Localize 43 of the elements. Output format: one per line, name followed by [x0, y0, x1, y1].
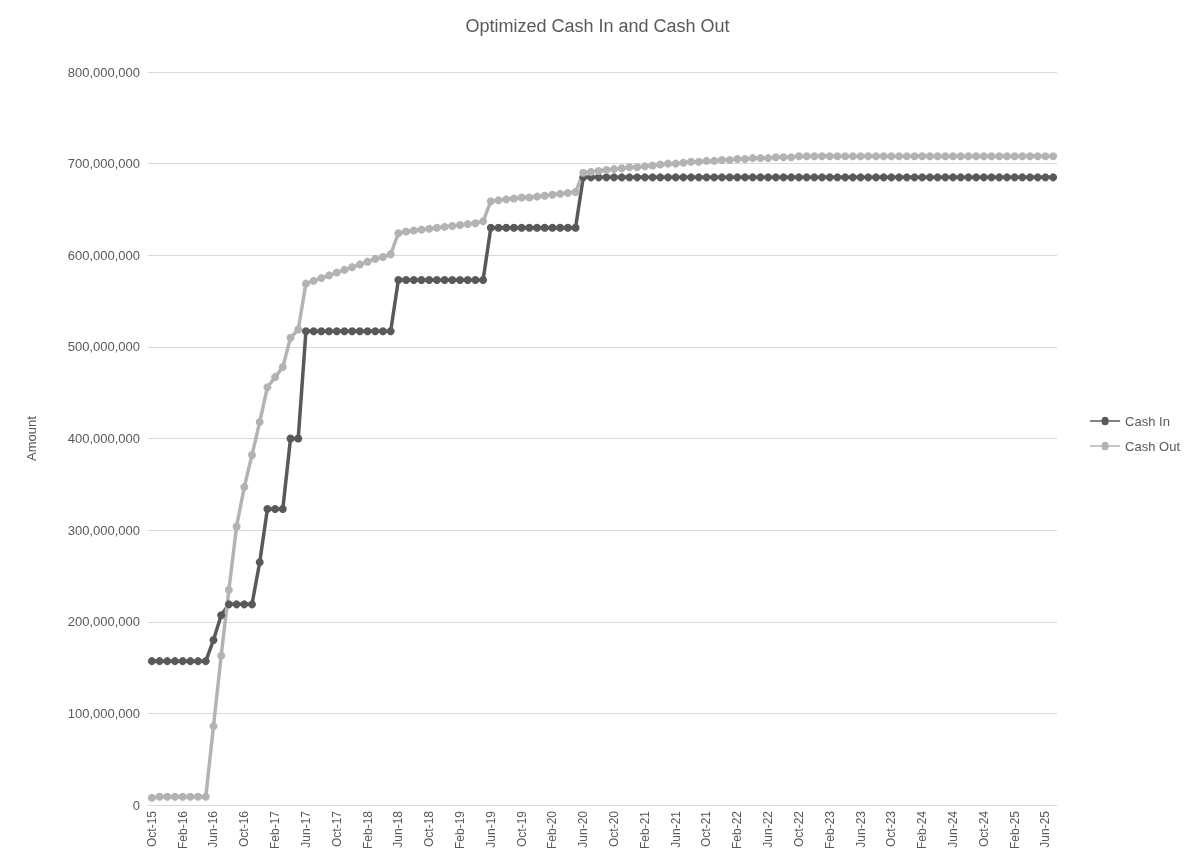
- x-tick-label: Jun-21: [668, 810, 683, 848]
- x-tick-label: Oct-15: [144, 810, 159, 848]
- y-tick-label: 300,000,000: [67, 522, 140, 538]
- y-tick-label: 700,000,000: [67, 156, 140, 172]
- y-axis-title: Amount: [24, 415, 39, 461]
- x-tick-label: Oct-22: [791, 810, 806, 848]
- x-tick-label: Feb-23: [822, 810, 837, 850]
- x-tick-label: Feb-21: [637, 810, 652, 850]
- x-tick-label: Oct-24: [976, 810, 991, 848]
- x-tick-label: Oct-20: [607, 810, 622, 848]
- legend-label: Cash Out: [1125, 438, 1181, 454]
- x-tick-label: Jun-22: [761, 810, 776, 848]
- chart-title: Optimized Cash In and Cash Out: [465, 16, 730, 36]
- x-tick-label: Feb-17: [268, 810, 283, 850]
- x-tick-label: Jun-23: [853, 810, 868, 848]
- y-tick-label: 800,000,000: [67, 64, 140, 80]
- x-tick-label: Oct-21: [699, 810, 714, 848]
- y-tick-label: 100,000,000: [67, 705, 140, 721]
- x-tick-label: Feb-22: [730, 810, 745, 850]
- x-tick-label: Jun-16: [206, 810, 221, 848]
- x-tick-label: Feb-24: [915, 810, 930, 850]
- x-tick-label: Jun-24: [946, 810, 960, 848]
- x-tick-label: Feb-19: [452, 810, 467, 850]
- y-tick-label: 500,000,000: [67, 339, 140, 355]
- y-tick-label: 600,000,000: [67, 247, 140, 263]
- x-tick-label: Oct-19: [514, 810, 529, 848]
- x-tick-label: Oct-23: [884, 810, 899, 848]
- x-tick-label: Oct-16: [237, 810, 252, 848]
- x-tick-label: Feb-16: [175, 810, 190, 850]
- x-tick-label: Feb-20: [545, 810, 560, 850]
- x-tick-label: Jun-20: [576, 810, 591, 848]
- x-tick-label: Jun-18: [391, 810, 406, 848]
- y-tick-label: 200,000,000: [67, 614, 140, 630]
- x-tick-label: Jun-25: [1038, 810, 1053, 848]
- x-tick-label: Jun-19: [483, 810, 498, 848]
- x-tick-label: Feb-18: [360, 810, 375, 850]
- y-tick-label: 0: [132, 797, 140, 813]
- y-tick-label: 400,000,000: [67, 431, 140, 446]
- legend-label: Cash In: [1125, 413, 1170, 429]
- x-tick-label: Oct-18: [422, 810, 437, 848]
- x-tick-label: Jun-17: [298, 810, 313, 848]
- x-tick-label: Feb-25: [1007, 810, 1022, 850]
- x-tick-label: Oct-17: [329, 810, 344, 848]
